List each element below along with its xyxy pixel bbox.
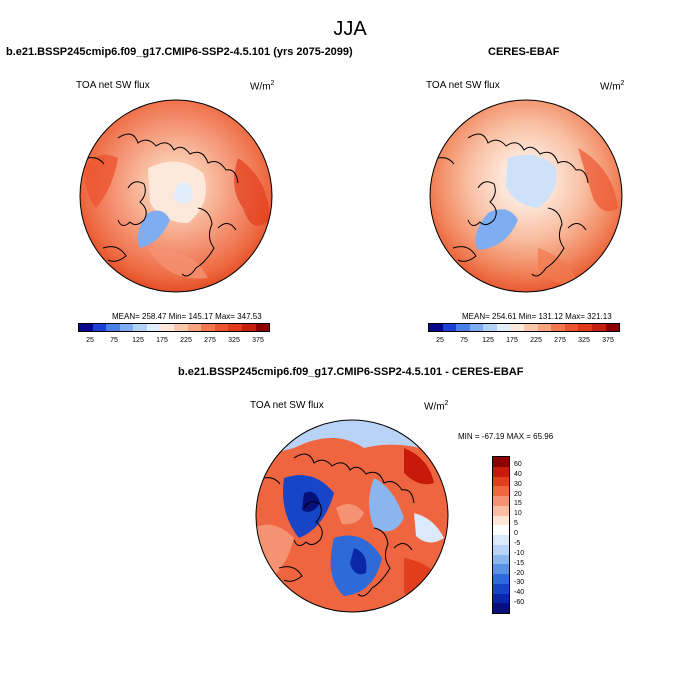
colorbar-swatch	[493, 574, 509, 584]
colorbar-tick-label: -30	[514, 579, 525, 587]
colorbar-swatch	[493, 564, 509, 574]
colorbar-swatch	[493, 525, 509, 535]
colorbar-swatch	[483, 324, 497, 331]
colorbar-tick-label: 375	[602, 337, 614, 344]
figure-title: JJA	[333, 18, 367, 40]
model-units-label: W/m2	[250, 80, 275, 93]
colorbar-swatch	[496, 324, 511, 331]
colorbar-swatch	[493, 583, 509, 594]
colorbar-swatch	[469, 324, 484, 331]
model-colorbar	[78, 323, 270, 332]
colorbar-swatch	[493, 476, 509, 487]
colorbar-tick-label: 75	[110, 337, 118, 344]
colorbar-swatch	[493, 535, 509, 545]
obs-stats: MEAN= 254.61 Min= 131.12 Max= 321.13	[462, 312, 612, 321]
colorbar-tick-label: 275	[554, 337, 566, 344]
colorbar-tick-label: -40	[514, 589, 525, 597]
diff-stats: MIN = -67.19 MAX = 65.96	[458, 432, 554, 441]
colorbar-swatch	[591, 324, 606, 331]
model-polar-map	[79, 99, 273, 293]
colorbar-swatch	[133, 324, 147, 331]
colorbar-swatch	[160, 324, 175, 331]
diff-colorbar-ticks: 60 40 30 20 15 10 5 0 -5 -10 -15 -20 -30 -40 -60	[514, 456, 544, 614]
diff-polar-map	[255, 419, 449, 613]
colorbar-tick-label: -60	[514, 599, 525, 607]
colorbar-tick-label: 60	[514, 460, 522, 468]
colorbar-swatch	[119, 324, 134, 331]
colorbar-tick-label: 125	[132, 337, 144, 344]
colorbar-swatch	[187, 324, 202, 331]
colorbar-swatch	[429, 324, 443, 331]
obs-colorbar	[428, 323, 620, 332]
obs-variable-label: TOA net SW flux	[426, 80, 500, 91]
diff-units-label: W/m2	[424, 400, 449, 413]
colorbar-swatch	[255, 324, 270, 331]
colorbar-tick-label: 0	[514, 530, 518, 537]
colorbar-swatch	[146, 324, 161, 331]
colorbar-tick-label: 225	[530, 337, 542, 344]
colorbar-swatch	[551, 324, 565, 331]
obs-colorbar-ticks: 25 75 125 175 225 275 325 375	[428, 337, 620, 344]
colorbar-swatch	[493, 466, 509, 477]
colorbar-swatch	[92, 324, 107, 331]
colorbar-swatch	[493, 496, 509, 506]
colorbar-tick-label: -20	[514, 569, 525, 577]
colorbar-swatch	[79, 324, 93, 331]
colorbar-tick-label: -15	[514, 559, 525, 567]
colorbar-swatch	[493, 505, 509, 516]
colorbar-tick-label: 325	[578, 337, 590, 344]
colorbar-swatch	[442, 324, 457, 331]
obs-units-label: W/m2	[600, 80, 625, 93]
diff-panel-title: b.e21.BSSP245cmip6.f09_g17.CMIP6-SSP2-4.…	[178, 366, 524, 378]
colorbar-tick-label: 20	[514, 490, 522, 498]
colorbar-tick-label: 175	[506, 337, 518, 344]
colorbar-swatch	[524, 324, 538, 331]
colorbar-tick-label: 15	[514, 500, 522, 508]
colorbar-tick-label: -5	[514, 539, 521, 547]
obs-panel-title: CERES-EBAF	[488, 46, 560, 58]
colorbar-swatch	[493, 554, 509, 565]
colorbar-swatch	[493, 603, 509, 613]
colorbar-tick-label: 25	[436, 337, 444, 344]
colorbar-swatch	[493, 457, 509, 467]
colorbar-tick-label: 125	[482, 337, 494, 344]
colorbar-tick-label: 225	[180, 337, 192, 344]
colorbar-tick-label: 175	[156, 337, 168, 344]
colorbar-swatch	[605, 324, 620, 331]
colorbar-swatch	[493, 515, 509, 526]
diff-colorbar	[492, 456, 510, 614]
colorbar-tick-label: 40	[514, 470, 522, 478]
diff-variable-label: TOA net SW flux	[250, 400, 324, 411]
colorbar-swatch	[456, 324, 470, 331]
colorbar-tick-label: 275	[204, 337, 216, 344]
colorbar-swatch	[228, 324, 242, 331]
colorbar-swatch	[201, 324, 215, 331]
colorbar-tick-label: 5	[514, 520, 518, 528]
colorbar-swatch	[578, 324, 592, 331]
colorbar-swatch	[493, 593, 509, 604]
colorbar-swatch	[174, 324, 188, 331]
colorbar-swatch	[241, 324, 256, 331]
model-colorbar-ticks: 25 75 125 175 225 275 325 375	[78, 337, 270, 344]
colorbar-swatch	[537, 324, 552, 331]
colorbar-tick-label: 30	[514, 480, 522, 488]
colorbar-swatch	[493, 486, 509, 496]
colorbar-swatch	[493, 544, 509, 555]
colorbar-swatch	[106, 324, 120, 331]
model-stats: MEAN= 258.47 Min= 145.17 Max= 347.53	[112, 312, 262, 321]
colorbar-tick-label: 10	[514, 510, 522, 518]
colorbar-swatch	[510, 324, 525, 331]
colorbar-tick-label: 75	[460, 337, 468, 344]
colorbar-tick-label: 325	[228, 337, 240, 344]
colorbar-swatch	[214, 324, 229, 331]
obs-polar-map	[429, 99, 623, 293]
colorbar-swatch	[564, 324, 579, 331]
colorbar-tick-label: -10	[514, 549, 525, 557]
colorbar-tick-label: 375	[252, 337, 264, 344]
model-panel-title: b.e21.BSSP245cmip6.f09_g17.CMIP6-SSP2-4.…	[6, 46, 353, 58]
model-variable-label: TOA net SW flux	[76, 80, 150, 91]
colorbar-tick-label: 25	[86, 337, 94, 344]
